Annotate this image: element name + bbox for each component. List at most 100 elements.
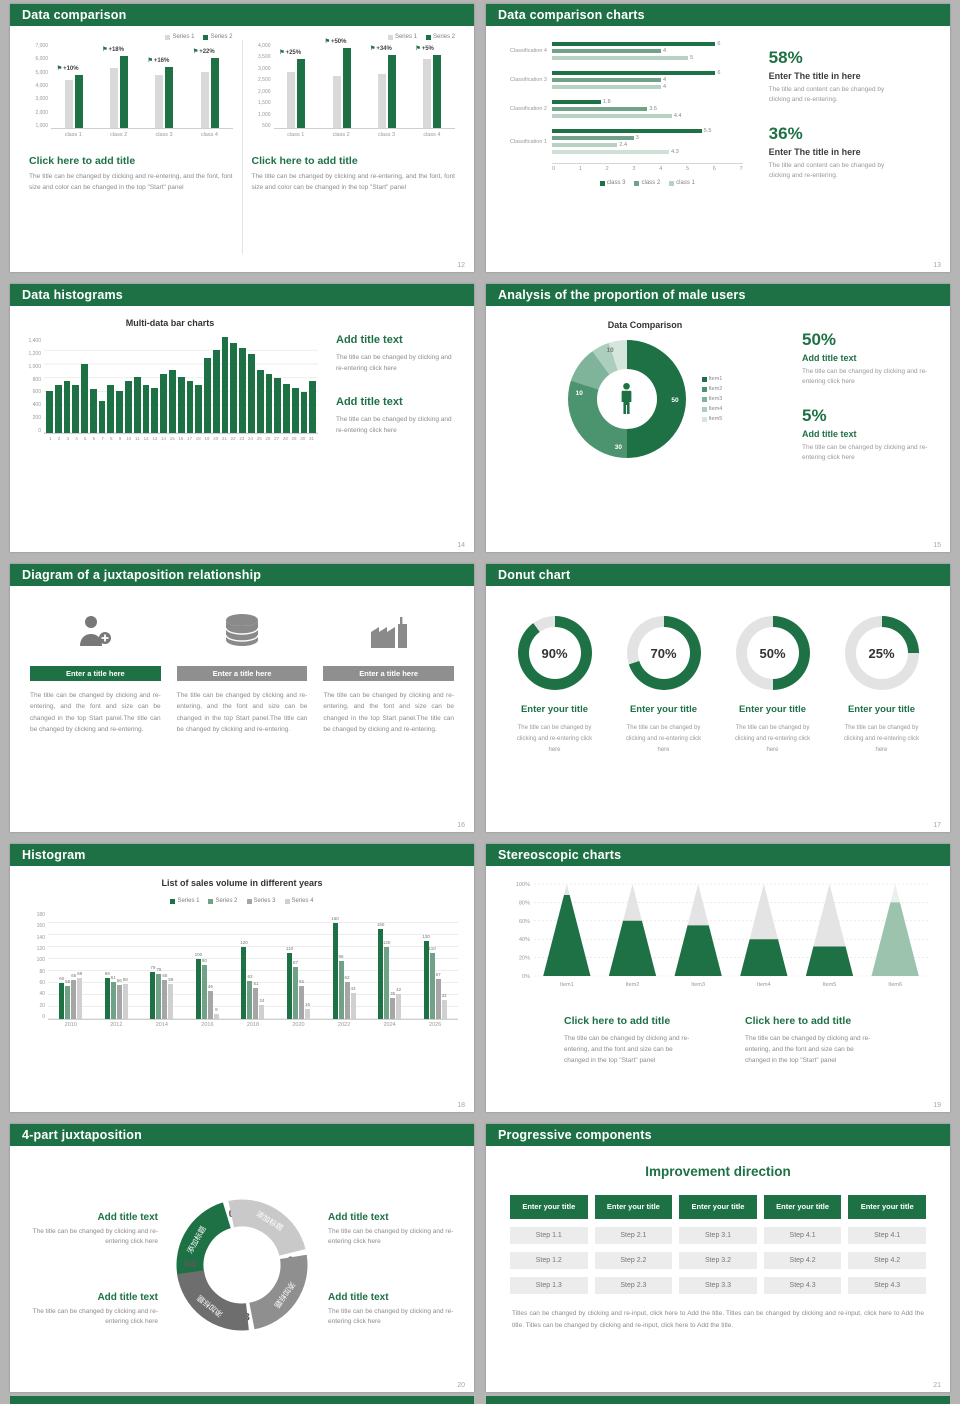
legend-swatch xyxy=(387,34,393,40)
step-cell[interactable]: Step 1.2 xyxy=(510,1252,588,1269)
card-title[interactable]: Enter your title xyxy=(520,704,589,715)
add-title-link[interactable]: Click here to add title xyxy=(251,155,358,167)
value-label: 1.8 xyxy=(603,99,611,105)
block-title[interactable]: Add title text xyxy=(336,334,403,346)
x-axis: 0 1 2 3 4 5 6 7 xyxy=(552,163,743,172)
step-cell[interactable]: Step 4.2 xyxy=(848,1252,926,1269)
ring-percent: 50% xyxy=(759,645,786,661)
series1-bar xyxy=(287,72,296,128)
add-title-link[interactable]: Click here to add title xyxy=(29,155,136,167)
card-title[interactable]: Enter your title xyxy=(847,704,916,715)
step-cell[interactable]: Step 2.2 xyxy=(594,1252,673,1269)
slide-title: Data comparison xyxy=(10,4,474,26)
svg-text:20%: 20% xyxy=(519,956,530,962)
stat-title[interactable]: Add title text xyxy=(802,353,857,363)
chart-legend: Series 1 Series 2 Series 3 Series 4 xyxy=(26,898,458,904)
value-label: 58 xyxy=(122,977,128,983)
step-cell[interactable]: Step 4.3 xyxy=(763,1277,842,1294)
chart-title: Multi-data bar charts xyxy=(125,318,215,328)
item-title-bar[interactable]: Enter a title here xyxy=(323,666,455,681)
bar-line: 1.8 xyxy=(552,99,743,105)
step-cell[interactable]: Step 3.2 xyxy=(679,1252,757,1269)
block-title[interactable]: Add title text xyxy=(97,1212,158,1223)
block-title[interactable]: Add title text xyxy=(97,1292,158,1303)
block-title[interactable]: Add title text xyxy=(336,396,403,409)
series1-bar xyxy=(377,74,386,128)
slide-data-histograms[interactable]: Data histograms Multi-data bar charts 1,… xyxy=(10,284,474,552)
add-title-link[interactable]: Click here to add title xyxy=(564,1015,671,1027)
y-axis: 4,000 3,500 3,000 2,500 2,000 1,500 1,000 500 xyxy=(252,43,274,129)
column-header-button[interactable]: Enter your title xyxy=(594,1195,673,1219)
slide-data-comparison-charts[interactable]: Data comparison charts Classification 4 6… xyxy=(486,4,950,272)
x-tick: 10 xyxy=(126,436,132,441)
slide-donut-chart[interactable]: Donut chart 90% Enter your title The tit… xyxy=(486,564,950,832)
slide-progressive-components[interactable]: Progressive components Improvement direc… xyxy=(486,1124,950,1392)
slide-data-comparison[interactable]: Data comparison Series 1 Series 2 7,000 6,0… xyxy=(10,4,474,272)
percent-label: +5% xyxy=(415,45,451,52)
bar-pair: +25%class 1 xyxy=(286,42,306,138)
legend-item: class 3 xyxy=(599,180,625,186)
card-title[interactable]: Enter your title xyxy=(629,704,698,715)
slide-title: Data histograms xyxy=(10,284,474,306)
slide-4-part-juxtaposition[interactable]: 4-part juxtaposition 添加标题 01 添加标题 02 添加标题 03 添… xyxy=(10,1124,474,1392)
stats-column: 50% Add title text The title can be chan… xyxy=(788,320,934,540)
percent-label: +34% xyxy=(370,45,406,52)
legend-item: Series 1 xyxy=(387,34,417,40)
card-title[interactable]: Enter your title xyxy=(738,704,807,715)
bar xyxy=(256,369,264,433)
slide-histogram[interactable]: Histogram List of sales volume in differ… xyxy=(10,844,474,1112)
column-header-button[interactable]: Enter your title xyxy=(763,1195,842,1219)
bar: 55 xyxy=(65,979,71,1019)
bar: 58 xyxy=(123,977,128,1019)
step-cell[interactable]: Step 3.3 xyxy=(679,1277,757,1294)
step-cell[interactable]: Step 2.1 xyxy=(594,1227,673,1244)
bar xyxy=(552,41,716,47)
value-label: 87 xyxy=(292,959,298,965)
step-cell[interactable]: Step 4.2 xyxy=(763,1252,842,1269)
column-header-button[interactable]: Enter your title xyxy=(679,1195,757,1219)
plot xyxy=(44,337,318,434)
step-cell[interactable]: Step 4.3 xyxy=(848,1277,926,1294)
legend-label: Item5 xyxy=(708,416,723,422)
x-tick: 2012 xyxy=(110,1022,123,1028)
block-title[interactable]: Add title text xyxy=(328,1212,389,1223)
chart-panel: Series 1 Series 2 4,000 3,500 3,000 2,500 2,00… xyxy=(243,34,465,260)
column-header-button[interactable]: Enter your title xyxy=(510,1195,588,1219)
slide-male-users-proportion[interactable]: Analysis of the proportion of male users… xyxy=(486,284,950,552)
svg-text:Item4: Item4 xyxy=(757,982,771,988)
x-tick: 12 xyxy=(143,436,149,441)
donut-card: 90% Enter your title The title can be ch… xyxy=(506,616,603,820)
y-tick: 4,000 xyxy=(35,82,48,89)
bar xyxy=(142,385,150,433)
step-cell[interactable]: Step 1.1 xyxy=(510,1227,588,1244)
step-cell[interactable]: Step 3.1 xyxy=(679,1227,757,1244)
step-cell[interactable]: Step 4.1 xyxy=(763,1227,842,1244)
column-header-button[interactable]: Enter your title xyxy=(848,1195,926,1219)
y-tick: 80 xyxy=(39,968,45,975)
y-tick: 2,000 xyxy=(35,109,48,116)
bar xyxy=(89,389,97,433)
x-tick: 4 xyxy=(75,436,78,441)
item-title-bar[interactable]: Enter a title here xyxy=(176,666,308,681)
stat-value: 50% xyxy=(802,330,837,349)
x-tick: 13 xyxy=(152,436,158,441)
legend-swatch xyxy=(203,34,209,40)
bar xyxy=(160,374,167,433)
step-cell[interactable]: Step 2.3 xyxy=(594,1277,673,1294)
stat-title[interactable]: Add title text xyxy=(802,428,857,439)
legend-swatch xyxy=(669,180,675,186)
block-title[interactable]: Add title text xyxy=(328,1292,389,1303)
slide-juxtaposition-relationship[interactable]: Diagram of a juxtaposition relationship … xyxy=(10,564,474,832)
y-tick: 1,000 xyxy=(257,111,271,118)
add-title-link[interactable]: Click here to add title xyxy=(745,1015,852,1027)
y-tick: 5,000 xyxy=(35,69,48,76)
juxtaposition-item: Enter a title here The title can be chan… xyxy=(30,606,161,820)
step-cell[interactable]: Step 1.3 xyxy=(510,1277,588,1294)
slide-stereoscopic-charts[interactable]: Stereoscopic charts 100% 80% 60% 40% 20% 0% It… xyxy=(486,844,950,1112)
step-cell[interactable]: Step 4.1 xyxy=(848,1227,926,1244)
item-title-bar[interactable]: Enter a title here xyxy=(30,666,161,681)
percent-label: +25% xyxy=(279,49,315,56)
legend-label: Series 2 xyxy=(215,898,238,904)
value-label: 3 xyxy=(635,135,639,141)
bar: 90 xyxy=(202,958,207,1019)
